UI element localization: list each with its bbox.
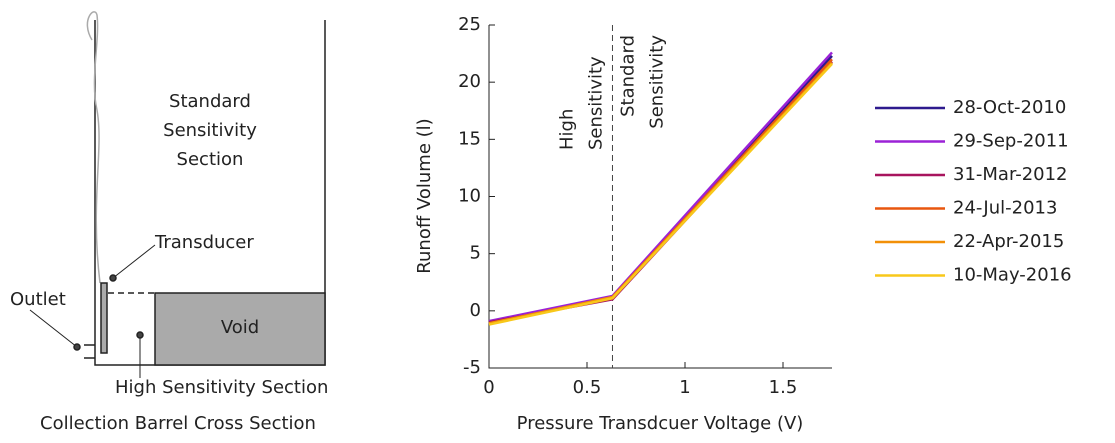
series-line xyxy=(488,63,833,326)
x-tick-label: 1 xyxy=(679,377,690,398)
annotation: Sensitivity xyxy=(585,56,606,150)
leader-line xyxy=(29,244,156,378)
dot xyxy=(109,274,117,282)
diagram-label: Outlet xyxy=(10,289,66,310)
legend-label: 31-Mar-2012 xyxy=(953,164,1068,185)
diagram-label: Void xyxy=(221,317,259,338)
y-tick-label: -5 xyxy=(463,357,481,378)
void-block xyxy=(154,292,326,366)
y-tick-label: 20 xyxy=(458,71,481,92)
x-tick-label: 0.5 xyxy=(573,377,602,398)
annotation: Standard xyxy=(617,35,638,117)
y-tick-label: 15 xyxy=(458,128,481,149)
legend-label: 24-Jul-2013 xyxy=(953,198,1057,219)
y-tick-label: 0 xyxy=(470,300,481,321)
x-tick-label: 1.5 xyxy=(769,377,798,398)
outlet-pipe xyxy=(84,344,95,359)
transducer-body xyxy=(100,282,108,354)
y-tick-label: 5 xyxy=(470,243,481,264)
dot xyxy=(73,343,81,351)
legend-label: 29-Sep-2011 xyxy=(953,131,1069,152)
dot xyxy=(136,331,144,339)
legend-label: 28-Oct-2010 xyxy=(953,97,1066,118)
diagram-label: High Sensitivity Section xyxy=(115,377,328,398)
legend-label: 10-May-2016 xyxy=(953,265,1072,286)
diagram xyxy=(29,11,326,378)
annotation: Sensitivity xyxy=(646,35,667,129)
y-tick-label: 10 xyxy=(458,186,481,207)
wire xyxy=(86,11,101,284)
diagram-caption: Collection Barrel Cross Section xyxy=(40,413,316,434)
diagram-label: Section xyxy=(177,149,244,170)
diagram-label: Transducer xyxy=(154,232,254,253)
y-axis-label: Runoff Volume (l) xyxy=(414,118,435,273)
y-tick-label: 25 xyxy=(458,14,481,35)
x-axis-label: Pressure Transdcuer Voltage (V) xyxy=(517,413,804,434)
x-tick-label: 0 xyxy=(483,377,494,398)
annotation: High xyxy=(556,109,577,150)
legend-label: 22-Apr-2015 xyxy=(953,231,1064,252)
diagram-label: Standard xyxy=(169,91,251,112)
diagram-label: Sensitivity xyxy=(163,120,257,141)
